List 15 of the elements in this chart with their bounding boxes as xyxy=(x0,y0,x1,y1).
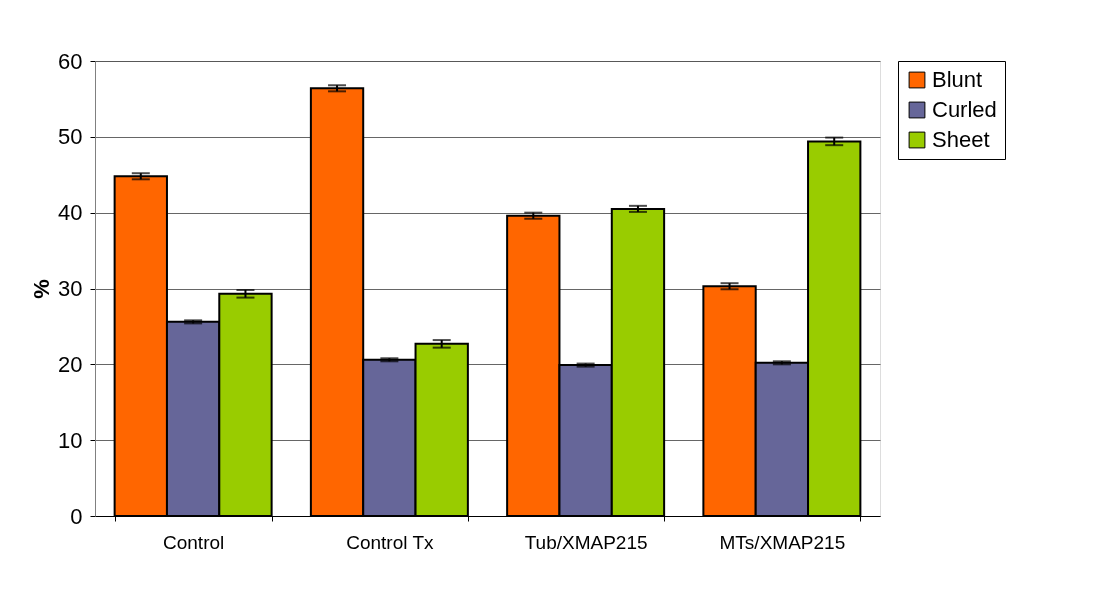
x-tick-label: Control xyxy=(163,531,225,553)
y-tick-label: 30 xyxy=(58,276,83,301)
y-tick-label: 0 xyxy=(70,503,83,529)
y-tick-label: 50 xyxy=(58,124,83,150)
legend-label: Sheet xyxy=(932,127,990,152)
y-tick-label: 10 xyxy=(58,427,83,453)
legend-label: Curled xyxy=(932,97,997,122)
x-tick-label: Tub/XMAP215 xyxy=(524,531,648,553)
y-tick-label: 40 xyxy=(58,200,83,226)
y-tick-label: 20 xyxy=(58,351,83,377)
x-tick-label: Control Tx xyxy=(346,531,435,553)
legend-label: Blunt xyxy=(932,67,983,92)
x-tick-label: MTs/XMAP215 xyxy=(719,531,846,553)
y-axis-title: % xyxy=(29,279,55,299)
y-tick-label: 60 xyxy=(58,48,83,74)
